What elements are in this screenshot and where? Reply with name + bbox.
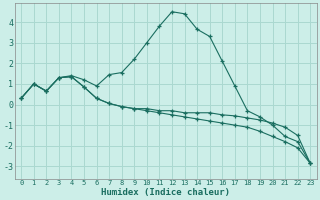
- X-axis label: Humidex (Indice chaleur): Humidex (Indice chaleur): [101, 188, 230, 197]
